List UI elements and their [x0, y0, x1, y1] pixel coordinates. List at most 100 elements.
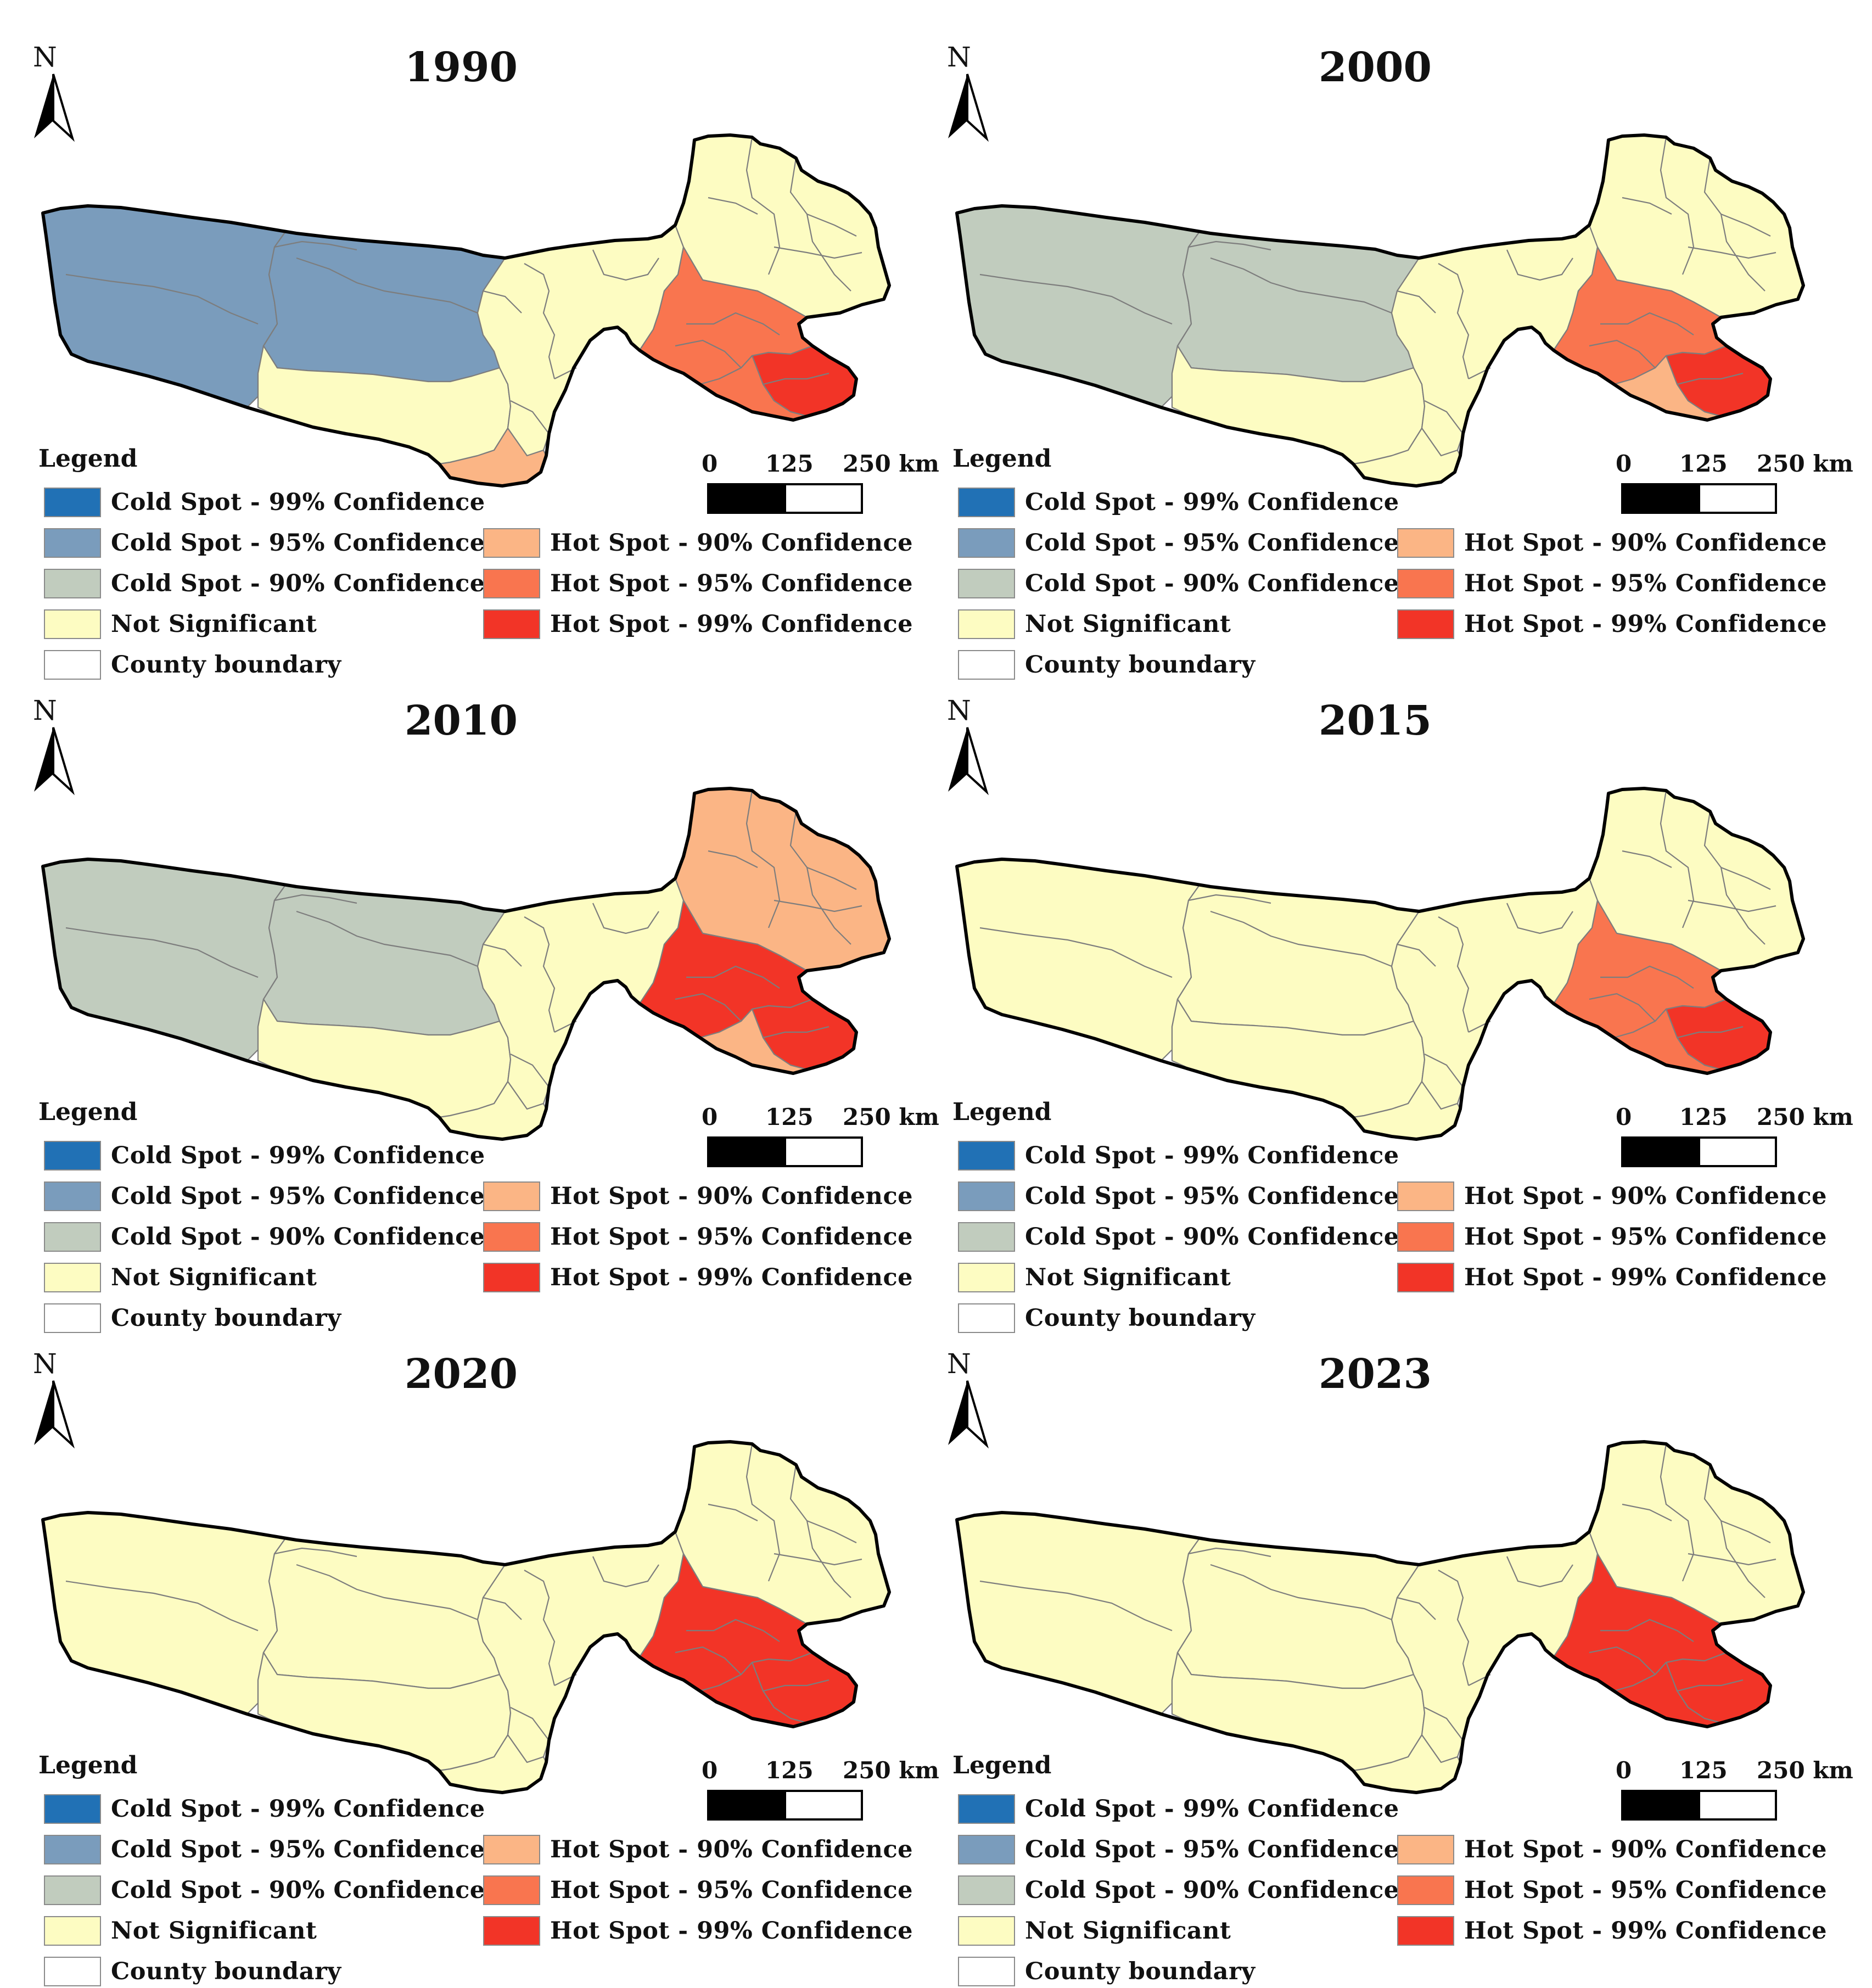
legend-item-hot95: Hot Spot - 95% Confidence — [1397, 1220, 1827, 1253]
legend-swatch — [958, 650, 1015, 680]
legend-swatch — [958, 1875, 1015, 1905]
legend-swatch — [44, 1875, 101, 1905]
county-boundary-line — [592, 903, 659, 934]
legend-item-cold90: Cold Spot - 90% Confidence — [44, 567, 485, 600]
legend-swatch — [44, 1181, 101, 1211]
map-panel-2023: N 2023 0 125 250 km Legend Cold Spot - 99% Con… — [914, 1323, 1853, 1986]
region-map — [34, 74, 891, 514]
county-boundary-line — [979, 1580, 1173, 1632]
legend-item-notsig: Not Significant — [958, 608, 1231, 641]
legend-label: Not Significant — [1025, 1917, 1231, 1945]
legend-label: Cold Spot - 90% Confidence — [111, 1877, 485, 1904]
county-boundary-line — [1438, 1570, 1470, 1686]
legend-label: Hot Spot - 99% Confidence — [1464, 1264, 1827, 1291]
legend-item-county: County boundary — [958, 1302, 1256, 1335]
legend-swatch — [483, 1835, 540, 1864]
legend-swatch — [958, 1835, 1015, 1864]
county-boundary-line — [1506, 1556, 1573, 1588]
county-boundary-line — [1660, 790, 1695, 928]
scale-bar — [1621, 1790, 1777, 1821]
zone-centralnorth — [262, 231, 506, 383]
legend-swatch — [44, 488, 101, 517]
legend-label: Not Significant — [1025, 611, 1231, 638]
county-boundary-line — [1677, 372, 1744, 385]
legend-label: Hot Spot - 90% Confidence — [550, 1183, 913, 1210]
zone-centralnorth — [1176, 884, 1420, 1036]
scale-label: 250 km — [843, 1757, 939, 1784]
county-boundary-line — [274, 1547, 357, 1558]
legend-label: Hot Spot - 90% Confidence — [1464, 529, 1827, 557]
county-boundary-line — [1506, 249, 1573, 281]
legend-swatch — [483, 569, 540, 598]
legend-item-county: County boundary — [44, 648, 341, 681]
legend-swatch — [958, 609, 1015, 639]
county-boundary-line — [1622, 850, 1672, 868]
map-panel-2010: N 2010 0 125 250 km Legend Cold Spot - 99% Con… — [0, 670, 939, 1333]
county-boundary-line — [708, 850, 758, 868]
legend-item-cold90: Cold Spot - 90% Confidence — [44, 1220, 485, 1253]
legend-swatch — [44, 1263, 101, 1292]
panel-year-title: 2010 — [405, 697, 518, 744]
legend-swatch — [44, 1835, 101, 1864]
region-map — [34, 727, 891, 1167]
legend-swatch — [1397, 1916, 1454, 1946]
legend-item-hot90: Hot Spot - 90% Confidence — [1397, 527, 1827, 559]
county-boundary-line — [1660, 1443, 1695, 1582]
county-boundary-line — [1589, 993, 1656, 1022]
legend-label: Cold Spot - 90% Confidence — [1025, 1877, 1399, 1904]
legend-item-cold90: Cold Spot - 90% Confidence — [958, 1220, 1399, 1253]
scale-bar — [707, 1790, 863, 1821]
county-boundary-line — [592, 249, 659, 281]
legend-swatch — [958, 1916, 1015, 1946]
legend-swatch — [483, 528, 540, 558]
county-boundary-line — [1506, 903, 1573, 934]
county-boundary-line — [979, 273, 1173, 325]
legend-label: County boundary — [1025, 1304, 1256, 1332]
legend-item-cold95: Cold Spot - 95% Confidence — [44, 1833, 485, 1866]
legend-label: Hot Spot - 95% Confidence — [1464, 570, 1827, 597]
legend-label: Cold Spot - 99% Confidence — [1025, 1795, 1399, 1823]
county-boundary-line — [296, 1564, 478, 1621]
region-map — [948, 74, 1805, 514]
legend-label: Cold Spot - 95% Confidence — [111, 529, 485, 557]
county-boundary-line — [1210, 910, 1392, 967]
scale-label: 125 — [1679, 450, 1728, 477]
legend-label: Hot Spot - 90% Confidence — [550, 1836, 913, 1863]
county-boundary-line — [1210, 1564, 1392, 1621]
legend-swatch — [44, 569, 101, 598]
legend-item-hot99: Hot Spot - 99% Confidence — [1397, 608, 1827, 641]
scale-label: 0 — [702, 1104, 718, 1130]
scale-label: 125 — [1679, 1104, 1728, 1130]
legend-swatch — [1397, 1875, 1454, 1905]
legend-item-notsig: Not Significant — [44, 608, 317, 641]
county-boundary-line — [274, 240, 357, 251]
north-arrow-icon — [34, 727, 75, 796]
legend-label: Hot Spot - 99% Confidence — [550, 1917, 913, 1945]
legend-item-hot90: Hot Spot - 90% Confidence — [483, 1180, 913, 1213]
legend-item-hot95: Hot Spot - 95% Confidence — [1397, 1874, 1827, 1907]
county-boundary-line — [1720, 214, 1765, 292]
scale-label: 250 km — [843, 1104, 939, 1130]
county-boundary-line — [1424, 400, 1464, 434]
legend-label: Cold Spot - 99% Confidence — [111, 489, 485, 516]
region-outline — [955, 133, 1805, 488]
north-arrow-icon — [34, 1380, 75, 1449]
county-boundary-line — [510, 1707, 550, 1741]
county-boundary-line — [510, 400, 550, 434]
zone-west — [956, 205, 1201, 408]
panel-year-title: 2015 — [1319, 697, 1432, 744]
region-map — [948, 727, 1805, 1167]
scale-label: 0 — [1616, 450, 1632, 477]
scale-label: 125 — [1679, 1757, 1728, 1784]
legend-label: Not Significant — [111, 611, 317, 638]
legend-swatch — [483, 609, 540, 639]
county-boundary-line — [1600, 1619, 1694, 1642]
region-outline — [41, 1440, 891, 1794]
legend-item-hot99: Hot Spot - 99% Confidence — [483, 608, 913, 641]
north-arrow-icon — [34, 74, 75, 142]
county-boundary-line — [524, 263, 556, 379]
county-boundary-line — [1397, 943, 1436, 967]
north-arrow-icon — [948, 74, 989, 142]
legend-label: Cold Spot - 90% Confidence — [111, 1223, 485, 1251]
legend-swatch — [958, 528, 1015, 558]
